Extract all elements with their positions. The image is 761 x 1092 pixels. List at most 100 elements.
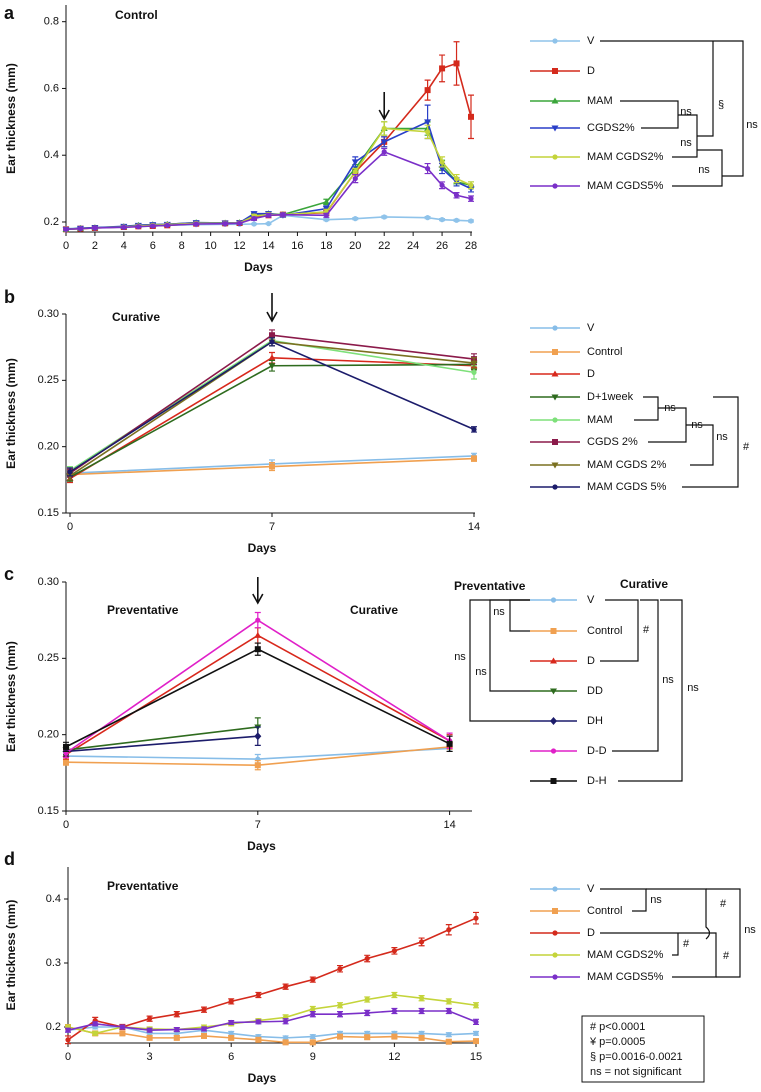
data-point [468,218,474,224]
note-line: ¥ p=0.0005 [589,1036,645,1048]
data-point [419,995,425,1001]
significance-bracket [634,396,659,421]
arrow [266,293,278,323]
significance-bracket [682,396,739,488]
significance-label: ns [691,419,703,431]
data-point [391,992,397,998]
data-point [228,998,234,1005]
significance-label: ns [687,682,699,694]
data-point [63,759,69,766]
x-axis-title: Days [247,839,276,853]
data-point [391,1008,397,1014]
data-point [164,222,170,228]
data-point [65,1037,71,1043]
y-tick-label: 0.8 [44,16,59,28]
legend-label: Control [587,905,622,917]
legend-marker [551,125,559,132]
data-point [453,60,460,67]
y-tick-label: 0.30 [38,308,59,320]
significance-label: # [643,624,650,636]
legend-label: V [587,35,595,47]
significance-bracket [706,888,741,978]
legend-label: MAM CGDS 5% [587,481,667,493]
data-point [439,182,445,188]
significance-label: # [743,441,750,453]
legend-marker [552,417,558,423]
arrow [378,92,390,121]
panel-letter: b [4,287,15,307]
data-point [471,426,477,433]
x-tick-label: 0 [67,521,73,533]
data-point [471,369,477,375]
data-point [65,1027,71,1033]
x-tick-label: 14 [468,521,480,533]
legend-marker [550,628,557,634]
data-point [174,1011,180,1017]
data-point [255,617,261,623]
y-axis-title: Ear thickness (mm) [4,358,18,469]
y-tick-label: 0.3 [46,957,61,969]
y-tick-label: 0.2 [44,216,59,228]
data-point [174,1030,180,1036]
data-point [352,175,358,182]
x-tick-label: 26 [436,240,448,252]
data-point [92,225,98,231]
significance-label: ns [716,431,728,443]
y-tick-label: 0.25 [38,374,59,386]
data-point [268,354,276,361]
data-point [468,196,474,202]
legend-marker [552,183,558,189]
annotation: Curative [350,603,398,617]
data-point [269,463,275,470]
legend-marker [552,68,558,74]
data-point [446,1008,452,1014]
data-point [391,1033,398,1040]
x-tick-label: 0 [63,240,69,252]
significance-bracket [672,149,723,187]
series-line [67,1010,477,1032]
y-tick-label: 0.25 [38,652,59,664]
data-point [283,984,289,990]
data-point [310,1011,316,1017]
legend-label: V [587,594,595,606]
data-point [92,1021,98,1027]
legend-label: Control [587,346,622,358]
data-point [269,332,275,339]
data-point [92,1030,98,1036]
significance-bracket [672,933,679,956]
data-point [439,217,445,223]
data-point [446,927,452,933]
legend-label: D+1week [587,391,634,403]
legend-marker [552,38,558,44]
data-point [418,1034,425,1041]
data-point [364,1010,370,1016]
y-tick-label: 0.30 [38,576,59,588]
legend-label: DH [587,715,603,727]
data-point [193,221,199,227]
series-line [65,726,258,751]
x-tick-label: 0 [65,1051,71,1063]
legend-label: D [587,65,595,77]
data-point [446,1032,452,1038]
legend-label: D [587,368,595,380]
data-point [255,992,261,998]
series-line [67,1026,477,1044]
legend-marker [551,370,559,377]
data-point [364,996,370,1003]
significance-label: ns [475,666,487,678]
annotation: Preventative [454,579,526,593]
significance-bracket [600,888,647,912]
legend-marker [550,657,557,664]
y-tick-label: 0.2 [46,1021,61,1033]
data-point [468,113,474,120]
significance-label: ns [746,119,758,131]
significance-bracket [618,599,683,782]
legend-label: CGDS2% [587,122,635,134]
data-point [283,1018,289,1024]
data-point [283,1035,289,1041]
annotation: Preventative [107,879,179,893]
data-point [453,217,460,223]
arrow [252,577,264,605]
significance-label: ns [664,402,676,414]
x-tick-label: 18 [320,240,332,252]
